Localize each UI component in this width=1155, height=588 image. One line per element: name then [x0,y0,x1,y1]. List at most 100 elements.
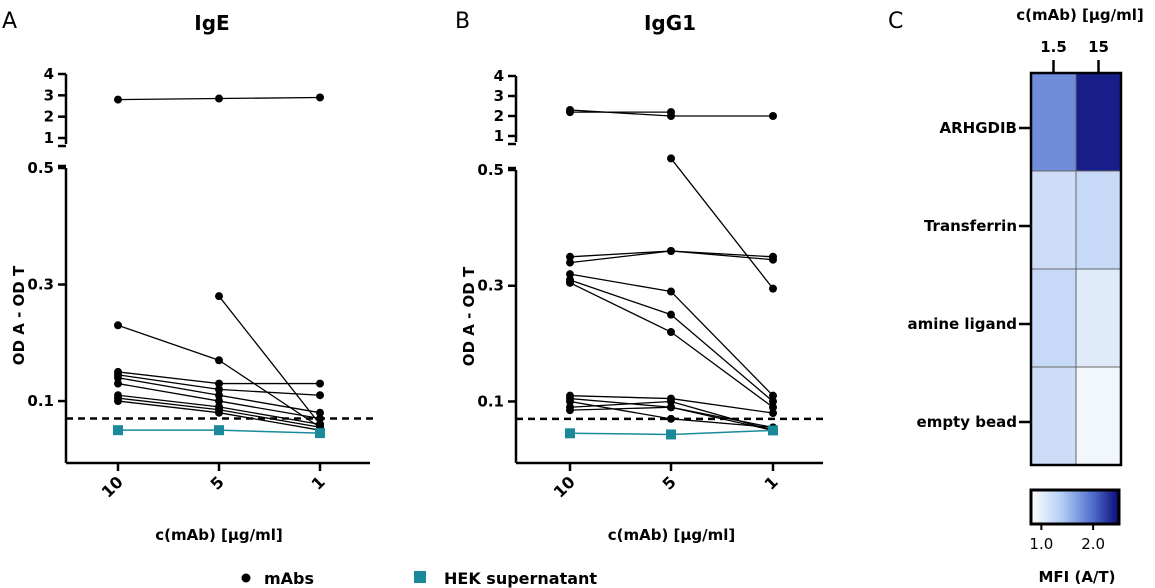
mab-data-point [566,397,574,406]
y-tick-label: 3 [44,86,54,104]
heatmap-row-label: ARHGDIB [940,119,1018,137]
x-tick-label: 10 [98,472,127,501]
mab-data-point [215,356,223,365]
y-tick-label: 2 [494,107,504,125]
mab-data-point [215,391,223,400]
mab-data-point [215,379,223,388]
mab-data-point [769,397,777,406]
mab-series-line [218,409,321,428]
mab-data-point [114,95,122,104]
y-axis-label: OD A - OD T [460,266,478,366]
mab-data-point [667,108,675,117]
mab-data-point [566,252,574,261]
hek-data-point [315,428,325,439]
mab-data-point [667,403,675,412]
legend-mabs-label: mAbs [264,569,314,588]
panel-a: A IgE 0.1 0.3 0.5 1 2 3 4 OD A - OD T 10 5 1 c(mAb) [… [2,9,375,544]
mab-data-point [316,391,324,400]
heatmap-row-label: amine ligand [907,315,1017,333]
legend-hek-label: HEK supernatant [444,569,597,588]
chart-title: IgG1 [644,11,696,35]
heatmap-column-label: 15 [1088,38,1109,56]
heatmap-cell [1030,268,1077,368]
mab-data-point [667,328,675,337]
mab-series-line [117,377,220,396]
mab-series-line [117,97,220,101]
legend: mAbs HEK supernatant [241,569,597,588]
heatmap-cell [1030,170,1077,270]
hek-data-point [768,425,778,436]
legend-hek-marker [414,571,426,583]
colorbar-tick-label: 1.0 [1029,535,1053,553]
y-tick-label: 0.1 [27,392,54,410]
heatmap-row-label: empty bead [917,413,1017,431]
mab-data-point [114,397,122,406]
mab-data-point [667,310,675,319]
mab-data-point [769,284,777,293]
mab-data-point [316,408,324,417]
mab-series-line [218,388,321,396]
mab-series-line [117,371,220,385]
mab-series-line [117,397,220,411]
mab-series-line [117,400,220,414]
heatmap-cell [1030,366,1077,466]
mab-series-line [670,406,774,429]
hek-data-point [565,428,575,439]
colorbar-tick-label: 2.0 [1081,535,1105,553]
heatmap-cell [1030,72,1077,172]
mab-series-line [569,400,672,408]
mab-data-point [769,409,777,418]
y-tick-label: 4 [44,65,54,83]
mab-series-line [569,406,672,411]
mab-data-point [215,292,223,301]
y-axis-label: OD A - OD T [10,265,28,365]
mab-data-point [566,258,574,267]
mab-series-line [117,394,220,408]
x-tick-label: 1 [308,472,329,493]
mab-series-line [569,250,672,258]
y-tick-label: 0.5 [477,161,504,179]
panel-b: B IgG1 0.1 0.3 0.5 1 2 3 4 OD A - OD T 10 5 1 c(mAb) … [455,9,828,544]
y-tick-label: 1 [44,129,54,147]
heatmap-cell [1075,72,1122,172]
x-axis-label: c(mAb) [µg/ml] [608,526,736,544]
heatmap-row-label: Transferrin [924,217,1017,235]
mab-series-line [670,158,774,290]
hek-series-line [218,429,321,434]
mab-data-point [114,321,122,330]
mab-data-point [215,408,223,417]
heatmap-title: c(mAb) [µg/ml] [1016,6,1144,24]
panel-letter: A [2,9,17,34]
x-tick-label: 1 [761,472,782,493]
mab-series-line [218,394,321,414]
mab-series-line [569,250,672,264]
mab-series-line [117,374,220,391]
mab-data-point [566,108,574,117]
mab-data-point [215,385,223,394]
mab-data-point [316,379,324,388]
mab-series-line [218,96,321,100]
legend-mabs-marker [241,573,251,583]
mab-series-line [569,109,672,117]
y-tick-label: 2 [44,108,54,126]
mab-data-point [667,247,675,256]
mab-data-point [769,112,777,120]
colorbar [1029,488,1121,526]
mab-data-point [215,397,223,406]
heatmap-border [1029,71,1123,467]
mab-data-point [566,270,574,279]
mab-series-line [569,400,672,420]
y-tick-label: 0.3 [477,277,504,295]
x-axis-label: c(mAb) [µg/ml] [155,526,283,544]
mab-series-line [670,397,774,414]
mab-series-line [670,331,774,408]
mab-data-point [769,252,777,261]
heatmap-column-label: 1.5 [1040,38,1067,56]
chart-title: IgE [194,11,229,35]
mab-series-line [569,395,672,400]
y-tick-label: 0.1 [477,392,504,410]
mab-series-line [218,406,321,425]
y-tick-label: 0.3 [27,276,54,294]
